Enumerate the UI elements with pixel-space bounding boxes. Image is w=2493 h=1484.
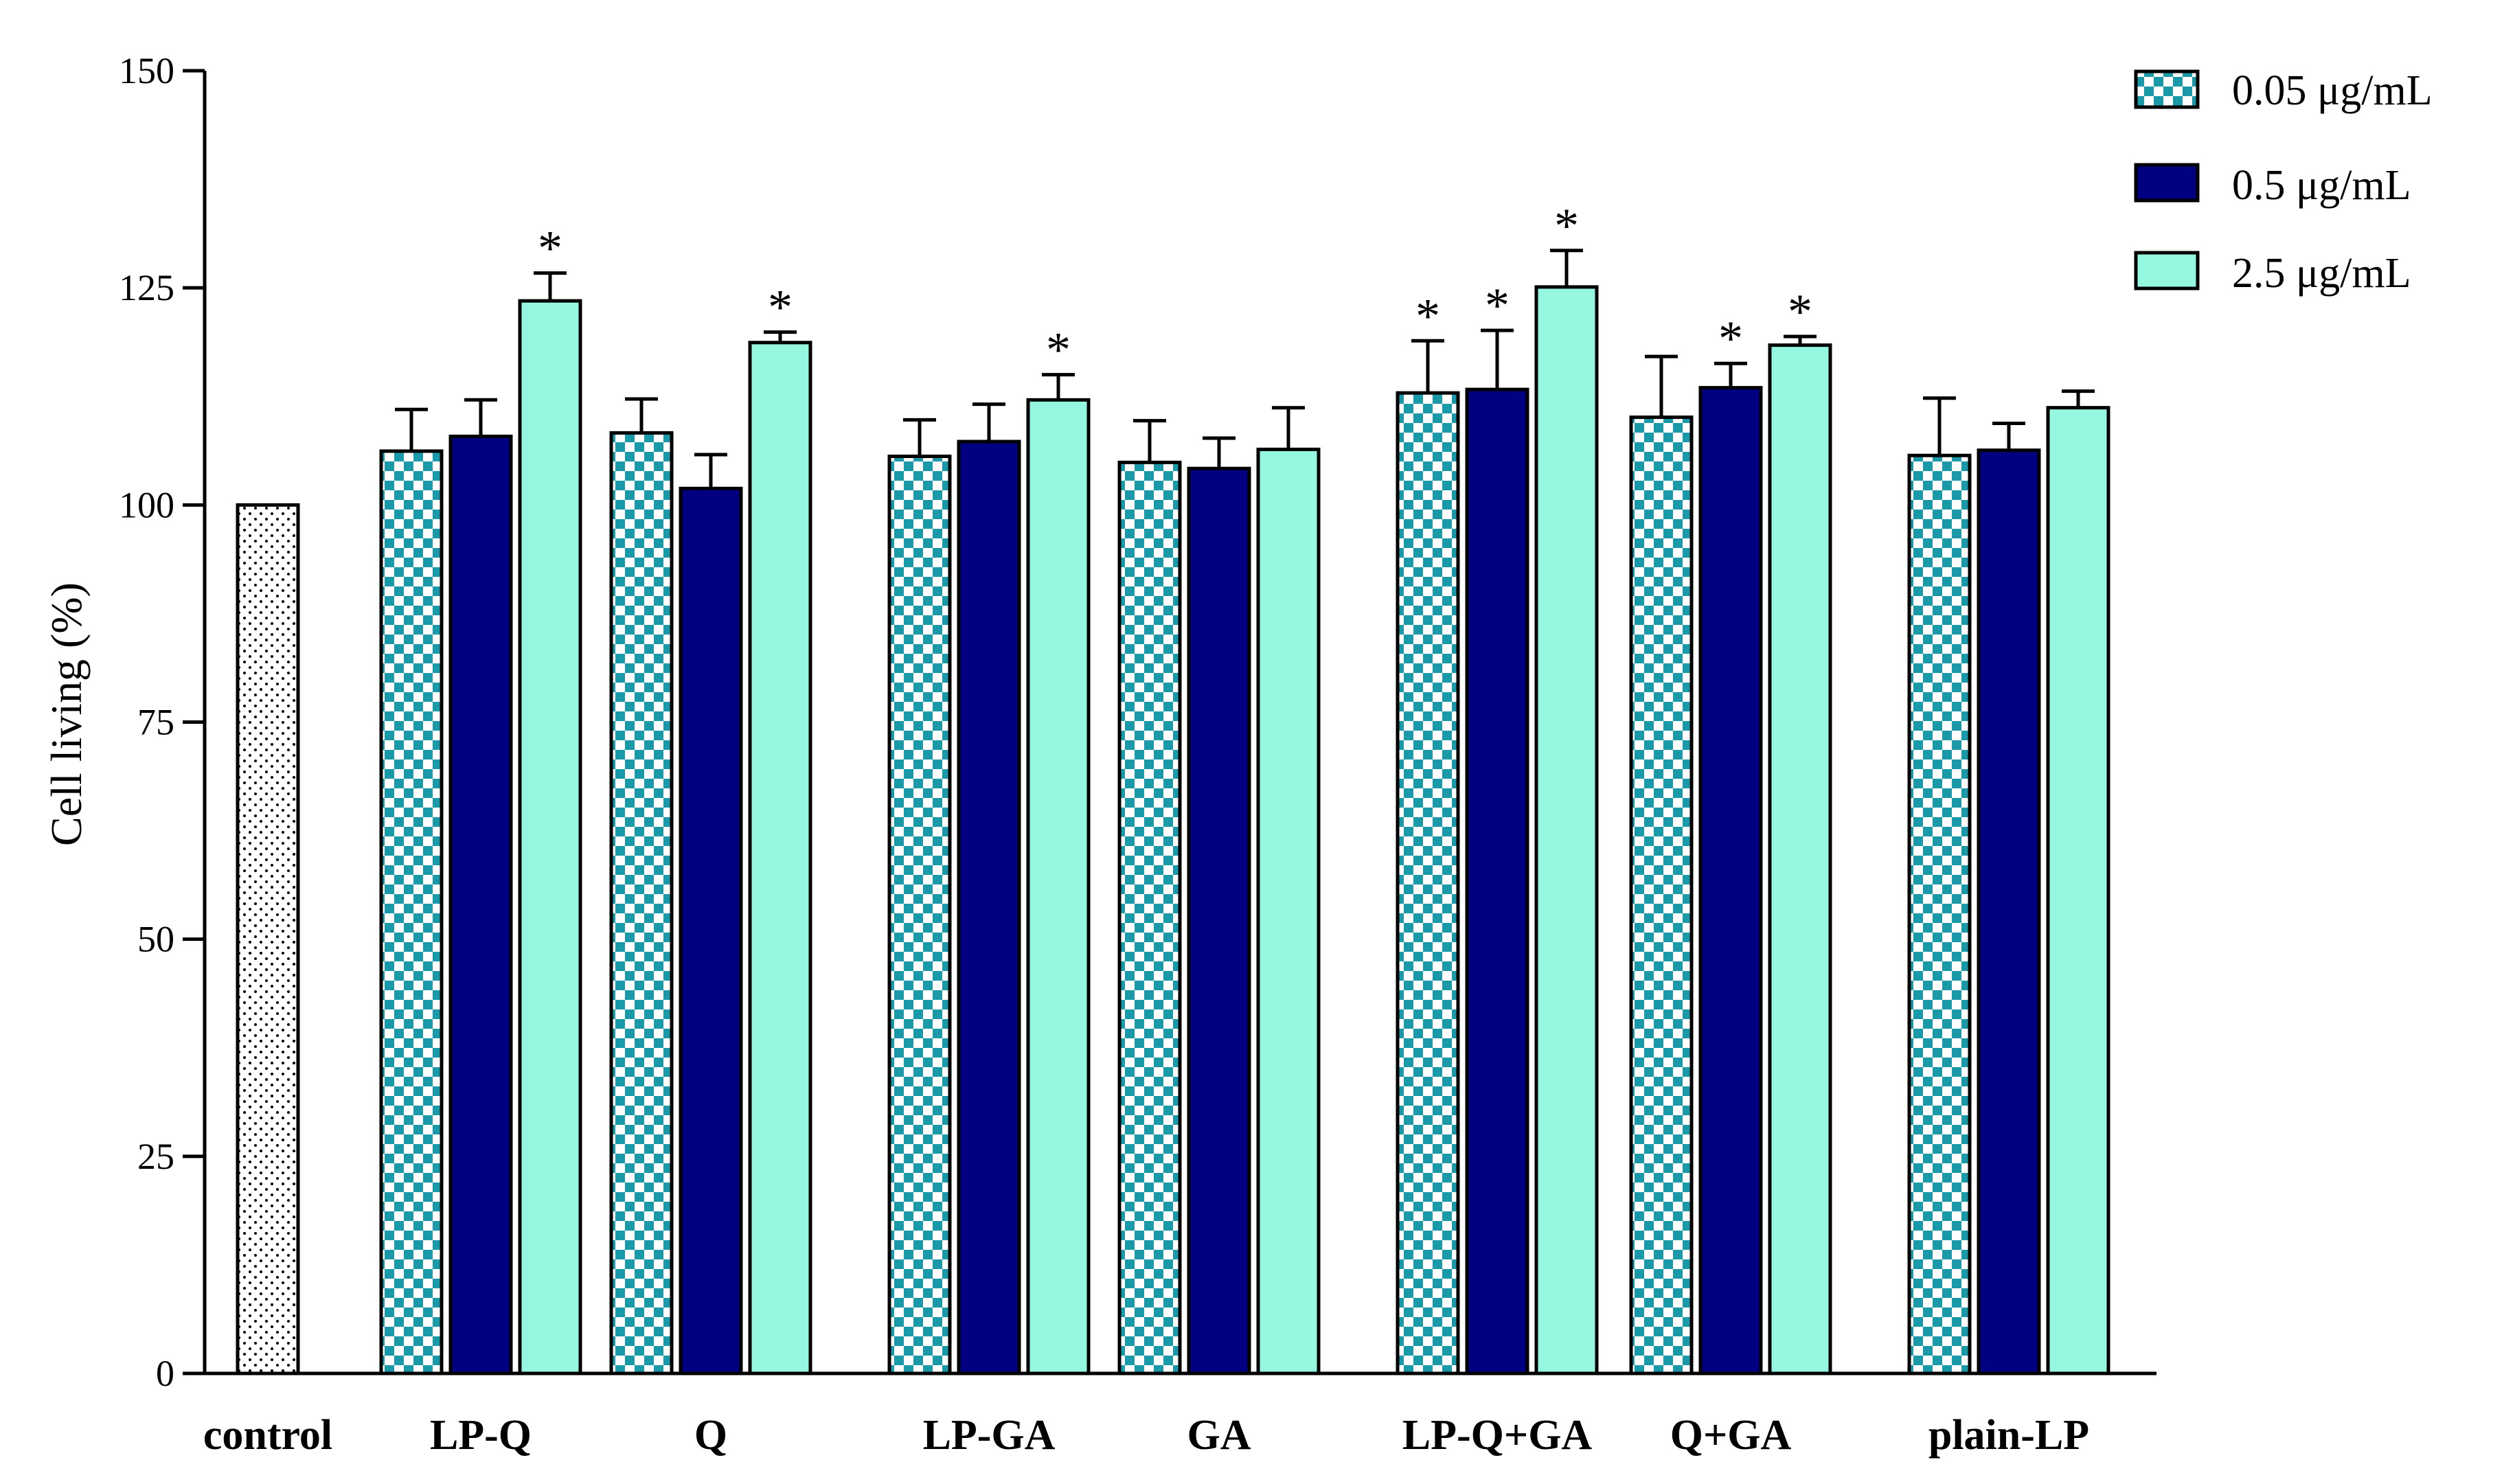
bar-GA-s2 — [1256, 447, 1321, 1375]
bar-LP-Q-s0 — [379, 449, 444, 1375]
bar-LP-Q+GA-s2 — [1534, 285, 1599, 1375]
y-tick-label-125: 125 — [119, 267, 174, 308]
bar-LP-Q-s1 — [448, 434, 513, 1375]
legend-swatch-0 — [2134, 69, 2200, 109]
y-tick-label-75: 75 — [137, 702, 174, 743]
legend-label-1: 0.5 μg/mL — [2232, 162, 2411, 209]
category-label-Q: Q — [694, 1412, 727, 1459]
bar-LP-Q+GA-s0 — [1396, 391, 1460, 1375]
bar-GA-s0 — [1117, 460, 1182, 1375]
category-label-LP-Q: LP-Q — [430, 1412, 532, 1459]
legend-swatch-2 — [2134, 251, 2200, 290]
bar-Q-s2 — [748, 341, 812, 1375]
category-label-control: control — [203, 1412, 332, 1459]
significance-star-LP-Q+GA-s0: * — [1415, 288, 1440, 343]
category-label-LP-GA: LP-GA — [923, 1412, 1056, 1459]
significance-star-LP-Q-s2: * — [538, 221, 562, 276]
significance-star-Q-s2: * — [768, 280, 793, 335]
bar-Q+GA-s0 — [1629, 415, 1694, 1375]
category-label-LP-Q+GA: LP-Q+GA — [1402, 1412, 1593, 1459]
bar-LP-GA-s1 — [957, 440, 1021, 1375]
significance-star-Q+GA-s2: * — [1788, 284, 1812, 339]
bar-plain-LP-s2 — [2046, 406, 2110, 1375]
significance-star-LP-GA-s2: * — [1046, 323, 1071, 378]
bar-Q-s0 — [609, 431, 674, 1375]
legend-label-2: 2.5 μg/mL — [2232, 250, 2411, 297]
legend: 0.05 μg/mL 0.5 μg/mL 2.5 μg/mL — [2134, 67, 2433, 297]
legend-item-0: 0.05 μg/mL — [2134, 67, 2433, 114]
category-label-GA: GA — [1187, 1412, 1251, 1459]
bar-Q+GA-s2 — [1768, 343, 1832, 1375]
bar-LP-GA-s0 — [887, 455, 952, 1375]
bar-control — [236, 503, 300, 1375]
significance-star-Q+GA-s1: * — [1718, 311, 1743, 366]
significance-star-LP-Q+GA-s1: * — [1485, 278, 1510, 333]
bar-Q+GA-s1 — [1698, 386, 1763, 1375]
bar-plain-LP-s1 — [1977, 448, 2041, 1375]
y-tick-label-50: 50 — [137, 919, 174, 960]
category-label-plain-LP: plain-LP — [1928, 1412, 2089, 1459]
y-tick-label-150: 150 — [119, 50, 174, 91]
y-tick-label-0: 0 — [156, 1353, 174, 1394]
bar-GA-s1 — [1187, 466, 1251, 1375]
bar-plain-LP-s0 — [1907, 453, 1972, 1375]
significance-star-LP-Q+GA-s2: * — [1554, 198, 1579, 253]
bar-LP-Q-s2 — [518, 299, 582, 1375]
y-tick-label-25: 25 — [137, 1136, 174, 1177]
legend-item-2: 2.5 μg/mL — [2134, 250, 2411, 297]
legend-label-0: 0.05 μg/mL — [2232, 67, 2433, 114]
category-label-Q+GA: Q+GA — [1670, 1412, 1792, 1459]
legend-item-1: 0.5 μg/mL — [2134, 162, 2411, 209]
y-axis-title: Cell living (%) — [42, 582, 91, 846]
bar-LP-GA-s2 — [1026, 398, 1091, 1375]
bar-LP-Q+GA-s1 — [1465, 387, 1529, 1375]
y-tick-label-100: 100 — [119, 484, 174, 525]
plot-area: 0 25 50 75 100 125 150 control * LP-Q * Q * LP-GA GA * *… — [119, 50, 2156, 1459]
legend-swatch-1 — [2134, 163, 2200, 203]
bar-Q-s1 — [679, 486, 743, 1375]
